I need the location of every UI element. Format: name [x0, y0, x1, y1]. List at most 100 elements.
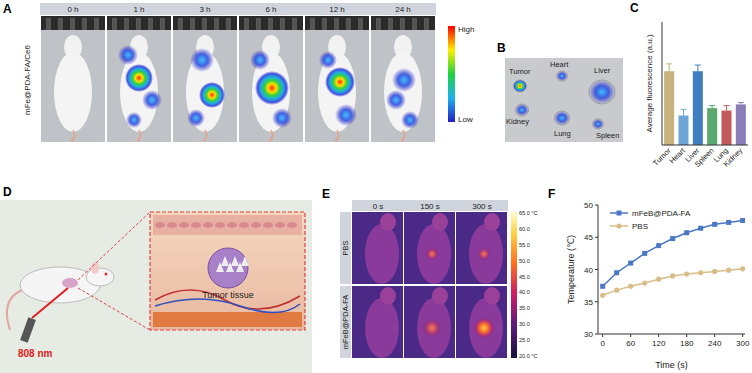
organ-label: Tumor	[509, 67, 531, 76]
laser-label: 808 nm	[18, 348, 53, 359]
rat-eye	[105, 273, 108, 276]
image-bg	[173, 16, 237, 142]
mouse-thermal	[417, 224, 451, 284]
cell	[275, 222, 285, 228]
organ-label: Kidney	[506, 117, 529, 126]
mouse-image	[239, 16, 303, 142]
thermal-image	[352, 212, 403, 284]
organ	[513, 80, 526, 92]
stage	[107, 16, 171, 30]
tumor-site	[62, 278, 78, 288]
point	[726, 268, 731, 273]
clamp	[400, 18, 405, 30]
colorbar-label: 50.0	[519, 258, 530, 264]
point	[600, 293, 605, 298]
mouse-tail	[401, 130, 405, 141]
fluorescence-spot	[325, 67, 355, 97]
time-label: 0 h	[67, 5, 78, 14]
point	[656, 243, 661, 248]
point	[628, 284, 633, 289]
y-tick-label: 40	[584, 266, 593, 275]
time-header	[456, 200, 508, 211]
cell	[179, 222, 189, 228]
time-label: 3 h	[199, 5, 210, 14]
epidermis	[153, 215, 302, 235]
point	[740, 218, 745, 223]
stage	[41, 16, 105, 30]
clamp	[244, 18, 249, 30]
mouse-image	[173, 16, 237, 142]
y-tick-label: 35	[584, 298, 593, 307]
cell	[251, 222, 261, 228]
x-tick	[602, 334, 603, 337]
cell	[167, 222, 177, 228]
bar	[736, 104, 746, 145]
cell	[287, 222, 297, 228]
image-bg	[305, 16, 369, 142]
clamp	[136, 18, 141, 30]
cell	[155, 222, 165, 228]
stage	[239, 16, 303, 30]
point	[740, 266, 745, 271]
point	[684, 271, 689, 276]
organ-label: Lung	[554, 129, 571, 138]
y-tick	[595, 269, 598, 270]
y-tick-label: 30	[584, 330, 593, 339]
mouse-head	[484, 287, 500, 305]
error-bar	[738, 103, 744, 105]
bar	[707, 108, 717, 145]
point	[712, 222, 717, 227]
thermal-image	[404, 212, 455, 284]
laser-pen	[20, 317, 36, 342]
clamp	[412, 18, 417, 30]
time-label: 300 s	[472, 202, 492, 211]
heat-spot	[425, 247, 439, 261]
x-tick-label: 0	[600, 339, 605, 348]
clamp	[94, 18, 99, 30]
mouse-head	[380, 213, 396, 231]
zoom-box	[150, 212, 305, 330]
mouse-image	[107, 16, 171, 142]
colorbar-label: 20.0 °C	[519, 353, 537, 359]
vessel	[155, 299, 300, 313]
colorbar-label: 65.0 °C	[519, 210, 537, 216]
time-header	[404, 200, 456, 211]
image-bg	[107, 16, 171, 142]
error-bar	[709, 106, 715, 108]
bars	[664, 64, 746, 145]
series-line	[603, 269, 743, 295]
organ-label: Spleen	[596, 131, 619, 140]
clamp	[376, 18, 381, 30]
organ-label: Liver	[594, 66, 611, 75]
fluorescence-spot	[126, 112, 142, 128]
mouse-tail	[203, 130, 207, 141]
mouse-tail	[71, 130, 75, 141]
fluorescence-spot	[142, 90, 162, 110]
panel-letter: C	[630, 1, 639, 15]
time-label: 1 h	[133, 5, 144, 14]
y-tick	[595, 301, 598, 302]
fluorescence-spot	[401, 111, 419, 129]
point	[684, 230, 689, 235]
x-tick-label: 60	[626, 339, 635, 348]
diagram-bg	[0, 200, 312, 373]
point	[614, 288, 619, 293]
thermal-image	[404, 286, 455, 358]
heat-spot	[473, 317, 495, 339]
clamp	[178, 18, 183, 30]
colorbar-label: 55.0	[519, 242, 530, 248]
colorbar-label: Low	[458, 115, 473, 124]
image-bg	[371, 16, 435, 142]
colorbar-label: 35.0	[519, 305, 530, 311]
x-tick	[630, 334, 631, 337]
x-axis	[598, 334, 745, 335]
point	[698, 226, 703, 231]
fluorescence-spot	[190, 48, 214, 72]
heat-spot	[422, 318, 442, 338]
organ	[593, 119, 604, 129]
clamp	[214, 18, 219, 30]
y-axis-label: Average fluorescence (a.u.)	[645, 34, 654, 132]
rat-ear	[91, 262, 99, 274]
fluorescence-spot	[187, 109, 205, 127]
fluorescence-spot	[250, 50, 270, 70]
